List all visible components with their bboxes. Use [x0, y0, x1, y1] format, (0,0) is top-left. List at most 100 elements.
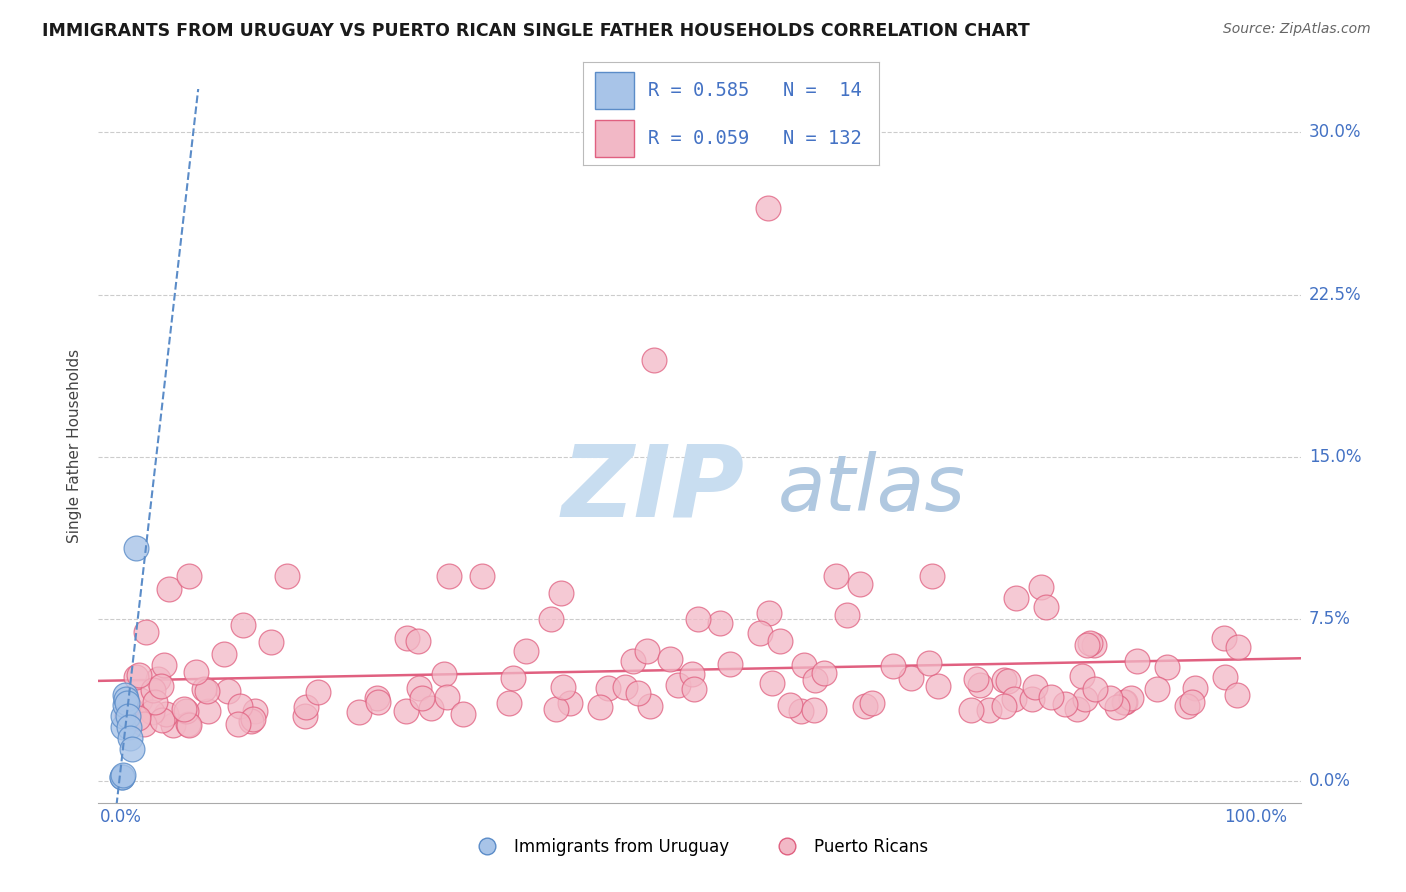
Point [993, 699, 1015, 714]
Point [1076, 639, 1098, 653]
Point [114, 688, 136, 702]
Point [125, 541, 148, 555]
Point [1070, 669, 1092, 683]
Point [128, 668, 150, 682]
Point [977, 703, 1000, 717]
Point [1114, 695, 1136, 709]
Point [1114, 695, 1136, 709]
Point [226, 716, 249, 731]
Point [141, 682, 163, 697]
Point [1080, 636, 1102, 650]
Point [959, 703, 981, 717]
Point [636, 644, 658, 658]
Point [150, 679, 173, 693]
Point [638, 699, 661, 714]
Point [748, 625, 770, 640]
Point [157, 582, 180, 597]
Point [146, 673, 169, 687]
Point [294, 699, 316, 714]
Point [1227, 640, 1250, 655]
Point [824, 568, 846, 582]
Point [862, 696, 884, 710]
Point [366, 691, 388, 706]
Point [111, 767, 134, 781]
Point [437, 568, 460, 582]
Point [882, 659, 904, 673]
Point [1180, 695, 1202, 709]
Point [112, 709, 135, 723]
Text: 15.0%: 15.0% [1309, 448, 1361, 466]
Point [918, 656, 941, 670]
Point [1175, 699, 1198, 714]
Point [195, 683, 218, 698]
Point [837, 608, 859, 623]
Point [1074, 691, 1097, 706]
Point [436, 690, 458, 705]
Legend: Immigrants from Uruguay, Puerto Ricans: Immigrants from Uruguay, Puerto Ricans [464, 831, 935, 863]
Point [849, 576, 872, 591]
Point [1035, 599, 1057, 614]
Point [111, 770, 134, 784]
Point [134, 717, 156, 731]
Point [307, 685, 329, 699]
Point [173, 702, 195, 716]
Text: 30.0%: 30.0% [1309, 123, 1361, 142]
Point [411, 690, 433, 705]
Point [666, 677, 689, 691]
Point [118, 720, 141, 734]
Text: 22.5%: 22.5% [1309, 285, 1361, 303]
Point [229, 698, 252, 713]
Point [550, 586, 572, 600]
Point [1004, 591, 1026, 606]
Point [1156, 660, 1178, 674]
Text: 7.5%: 7.5% [1309, 610, 1351, 628]
Point [240, 714, 263, 728]
Point [193, 682, 215, 697]
Point [1184, 681, 1206, 695]
Point [179, 568, 201, 582]
Point [756, 201, 779, 215]
Point [558, 696, 581, 710]
Point [367, 695, 389, 709]
Point [242, 712, 264, 726]
Point [1098, 690, 1121, 705]
Point [184, 665, 207, 679]
Text: 0.0%: 0.0% [1309, 772, 1351, 790]
Y-axis label: Single Father Households: Single Father Households [67, 349, 83, 543]
Point [900, 671, 922, 685]
Point [589, 700, 612, 714]
Point [1021, 691, 1043, 706]
Point [129, 693, 152, 707]
Bar [595, 71, 634, 109]
Point [120, 731, 142, 745]
Point [243, 704, 266, 718]
Point [276, 568, 298, 582]
Point [758, 606, 780, 620]
Point [793, 658, 815, 673]
Point [502, 672, 524, 686]
Point [540, 612, 562, 626]
Point [1083, 638, 1105, 652]
Point [779, 698, 801, 713]
Point [997, 674, 1019, 689]
Point [174, 704, 197, 718]
Point [111, 770, 134, 784]
Point [709, 616, 731, 631]
Point [1004, 692, 1026, 706]
Point [643, 352, 665, 367]
Text: Source: ZipAtlas.com: Source: ZipAtlas.com [1223, 22, 1371, 37]
Point [1066, 702, 1088, 716]
Text: R = 0.059   N = 132: R = 0.059 N = 132 [648, 128, 862, 148]
Point [853, 698, 876, 713]
Point [150, 713, 173, 727]
Point [551, 680, 574, 694]
Point [260, 635, 283, 649]
Point [1053, 697, 1076, 711]
Point [1039, 690, 1062, 704]
Point [790, 704, 813, 718]
Point [613, 680, 636, 694]
Point [659, 651, 682, 665]
Point [1213, 671, 1236, 685]
Point [1125, 654, 1147, 668]
Point [396, 631, 419, 645]
